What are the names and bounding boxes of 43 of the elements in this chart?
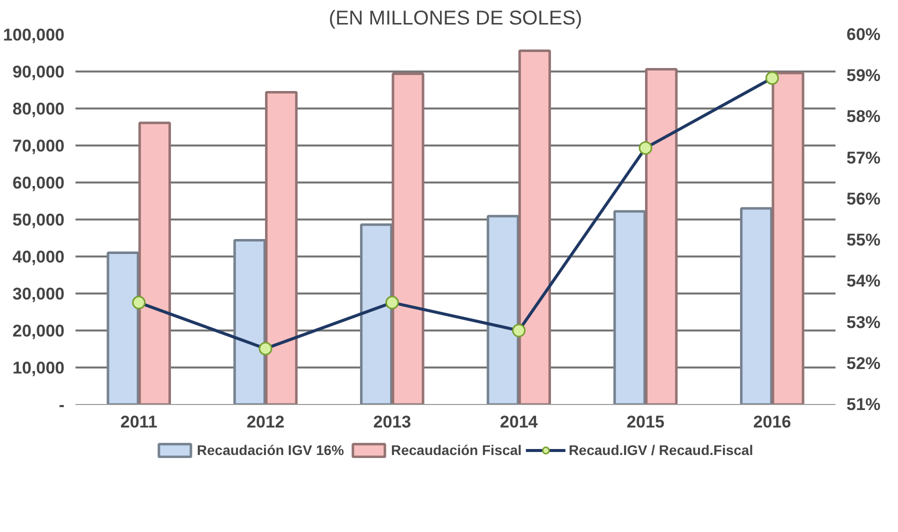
legend-label: Recaudación IGV 16%: [196, 442, 344, 458]
bar: [613, 210, 646, 404]
bar: [645, 68, 678, 404]
chart-title: (EN MILLONES DE SOLES): [328, 8, 582, 30]
y2-tick-label: 57%: [846, 148, 881, 168]
bar: [360, 223, 393, 404]
x-tick-label: 2012: [246, 412, 284, 432]
y-tick-label: 80,000: [12, 100, 65, 118]
y2-tick-label: 58%: [846, 107, 881, 126]
y-tick-label: 90,000: [12, 62, 65, 82]
y-tick-label: 100,000: [3, 26, 64, 44]
bar: [518, 50, 551, 404]
y-tick-label: -: [58, 396, 65, 414]
bar: [392, 72, 424, 404]
legend-label: Recaudación Fiscal: [390, 442, 522, 458]
x-tick-label: 2016: [753, 412, 792, 432]
y-tick-label: 50,000: [12, 210, 65, 230]
y2-tick-label: 52%: [846, 354, 881, 373]
legend-label: Recaud.IGV / Recaud.Fiscal: [568, 442, 754, 458]
bar: [138, 122, 171, 404]
x-tick-label: 2013: [373, 412, 412, 432]
x-tick-label: 2011: [120, 412, 158, 432]
bar: [106, 252, 140, 404]
bar: [772, 72, 804, 404]
y2-tick-label: 55%: [846, 230, 881, 250]
y-tick-label: 60,000: [12, 174, 65, 192]
y-tick-label: 40,000: [12, 248, 65, 266]
y2-tick-label: 59%: [846, 66, 881, 86]
y2-tick-label: 56%: [846, 189, 881, 208]
y2-tick-label: 54%: [846, 272, 881, 291]
y-tick-label: 30,000: [12, 284, 65, 304]
bar: [233, 238, 266, 404]
x-tick-label: 2014: [500, 412, 538, 432]
y-tick-label: 70,000: [12, 136, 65, 156]
y2-tick-label: 51%: [846, 395, 881, 414]
bar: [740, 207, 773, 404]
y2-tick-label: 60%: [846, 25, 881, 44]
bar: [486, 214, 520, 404]
x-tick-label: 2015: [626, 412, 664, 432]
y-tick-label: 10,000: [12, 358, 65, 378]
y2-tick-label: 53%: [846, 312, 881, 332]
bar: [265, 90, 298, 404]
y-tick-label: 20,000: [12, 322, 65, 340]
